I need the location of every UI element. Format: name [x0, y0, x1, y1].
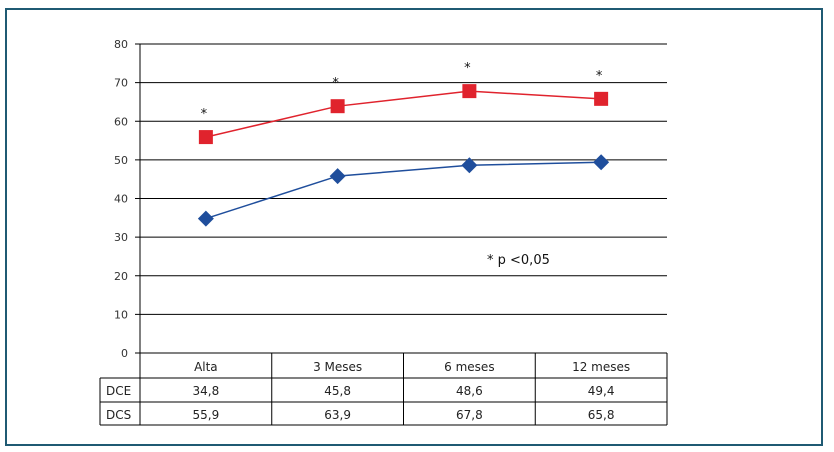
data-label: 45,8 [324, 384, 351, 398]
y-tick-label: 20 [114, 270, 128, 283]
series-line-dce [205, 161, 602, 220]
y-tick-label: 10 [114, 308, 128, 321]
x-category-label: 12 meses [572, 360, 630, 374]
y-tick-label: 30 [114, 231, 128, 244]
data-label: 34,8 [193, 384, 220, 398]
y-tick-label: 50 [114, 154, 128, 167]
significance-star: * [201, 107, 208, 122]
significance-star: * [332, 76, 339, 91]
y-tick-label: 40 [114, 193, 128, 206]
significance-star: * [596, 69, 603, 84]
x-category-label: 3 Meses [313, 360, 362, 374]
data-point-diamond [329, 168, 346, 185]
data-label: 55,9 [193, 408, 220, 422]
significance-star: * [464, 61, 471, 76]
series-name: DCS [106, 408, 131, 422]
data-point-diamond [197, 210, 214, 227]
data-label: 49,4 [588, 384, 615, 398]
x-category-label: 6 meses [444, 360, 494, 374]
data-point-square [594, 91, 609, 106]
data-point-diamond [593, 154, 610, 171]
data-point-square [330, 99, 345, 114]
data-point-square [198, 130, 213, 145]
y-tick-label: 60 [114, 115, 128, 128]
data-label: 65,8 [588, 408, 615, 422]
data-point-diamond [461, 157, 478, 174]
data-label: 48,6 [456, 384, 483, 398]
y-tick-label: 80 [114, 38, 128, 51]
significance-note: * p <0,05 [487, 253, 550, 268]
y-tick-label: 0 [121, 347, 128, 360]
x-category-label: Alta [194, 360, 218, 374]
data-label: 67,8 [456, 408, 483, 422]
chart-frame [5, 8, 823, 446]
data-point-square [462, 84, 477, 99]
series-name: DCE [106, 384, 131, 398]
series-line-dcs [205, 90, 602, 138]
y-tick-label: 70 [114, 77, 128, 90]
data-label: 63,9 [324, 408, 351, 422]
